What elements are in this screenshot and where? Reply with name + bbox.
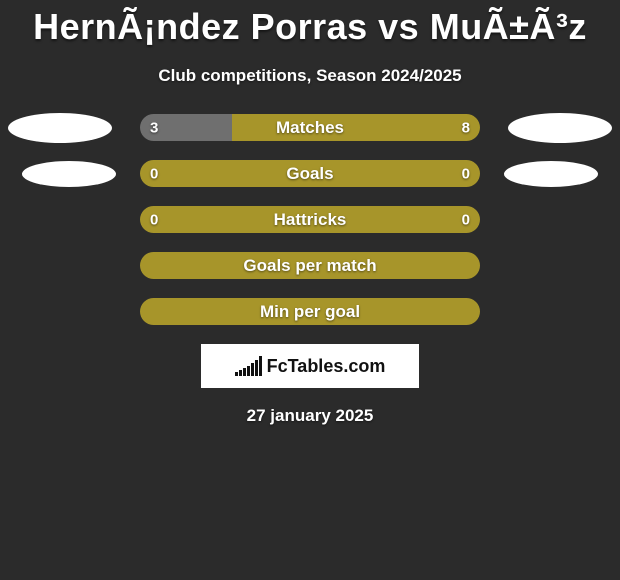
stat-value-left: 0 bbox=[150, 165, 158, 182]
page-title: HernÃ¡ndez Porras vs MuÃ±Ã³z bbox=[0, 0, 620, 48]
bar-fill-right bbox=[310, 160, 480, 187]
stat-bar: Goals per match bbox=[140, 252, 480, 279]
stat-label: Goals bbox=[286, 164, 333, 184]
stat-value-left: 3 bbox=[150, 119, 158, 136]
player-right-ellipse bbox=[508, 113, 612, 143]
stat-value-right: 0 bbox=[462, 165, 470, 182]
stat-label: Goals per match bbox=[243, 256, 376, 276]
stat-value-right: 8 bbox=[462, 119, 470, 136]
stat-bar: 0 0 Goals bbox=[140, 160, 480, 187]
player-right-ellipse bbox=[504, 161, 598, 187]
stat-label: Hattricks bbox=[274, 210, 347, 230]
logo-text: FcTables.com bbox=[267, 356, 386, 377]
stat-value-left: 0 bbox=[150, 211, 158, 228]
stat-row: 0 0 Goals bbox=[0, 160, 620, 187]
stats-container: 3 8 Matches 0 0 Goals 0 0 Hattricks Goals per mat… bbox=[0, 114, 620, 325]
logo-box: FcTables.com bbox=[201, 344, 419, 388]
stat-row: 3 8 Matches bbox=[0, 114, 620, 141]
stat-label: Min per goal bbox=[260, 302, 360, 322]
stat-label: Matches bbox=[276, 118, 344, 138]
bar-fill-left bbox=[140, 160, 310, 187]
player-left-ellipse bbox=[22, 161, 116, 187]
stat-row: Goals per match bbox=[0, 252, 620, 279]
stat-bar: 3 8 Matches bbox=[140, 114, 480, 141]
player-left-ellipse bbox=[8, 113, 112, 143]
date-label: 27 january 2025 bbox=[0, 406, 620, 426]
barchart-icon bbox=[235, 356, 263, 376]
stat-bar: Min per goal bbox=[140, 298, 480, 325]
bar-fill-right bbox=[232, 114, 480, 141]
stat-row: Min per goal bbox=[0, 298, 620, 325]
stat-value-right: 0 bbox=[462, 211, 470, 228]
stat-row: 0 0 Hattricks bbox=[0, 206, 620, 233]
stat-bar: 0 0 Hattricks bbox=[140, 206, 480, 233]
page-subtitle: Club competitions, Season 2024/2025 bbox=[0, 66, 620, 86]
